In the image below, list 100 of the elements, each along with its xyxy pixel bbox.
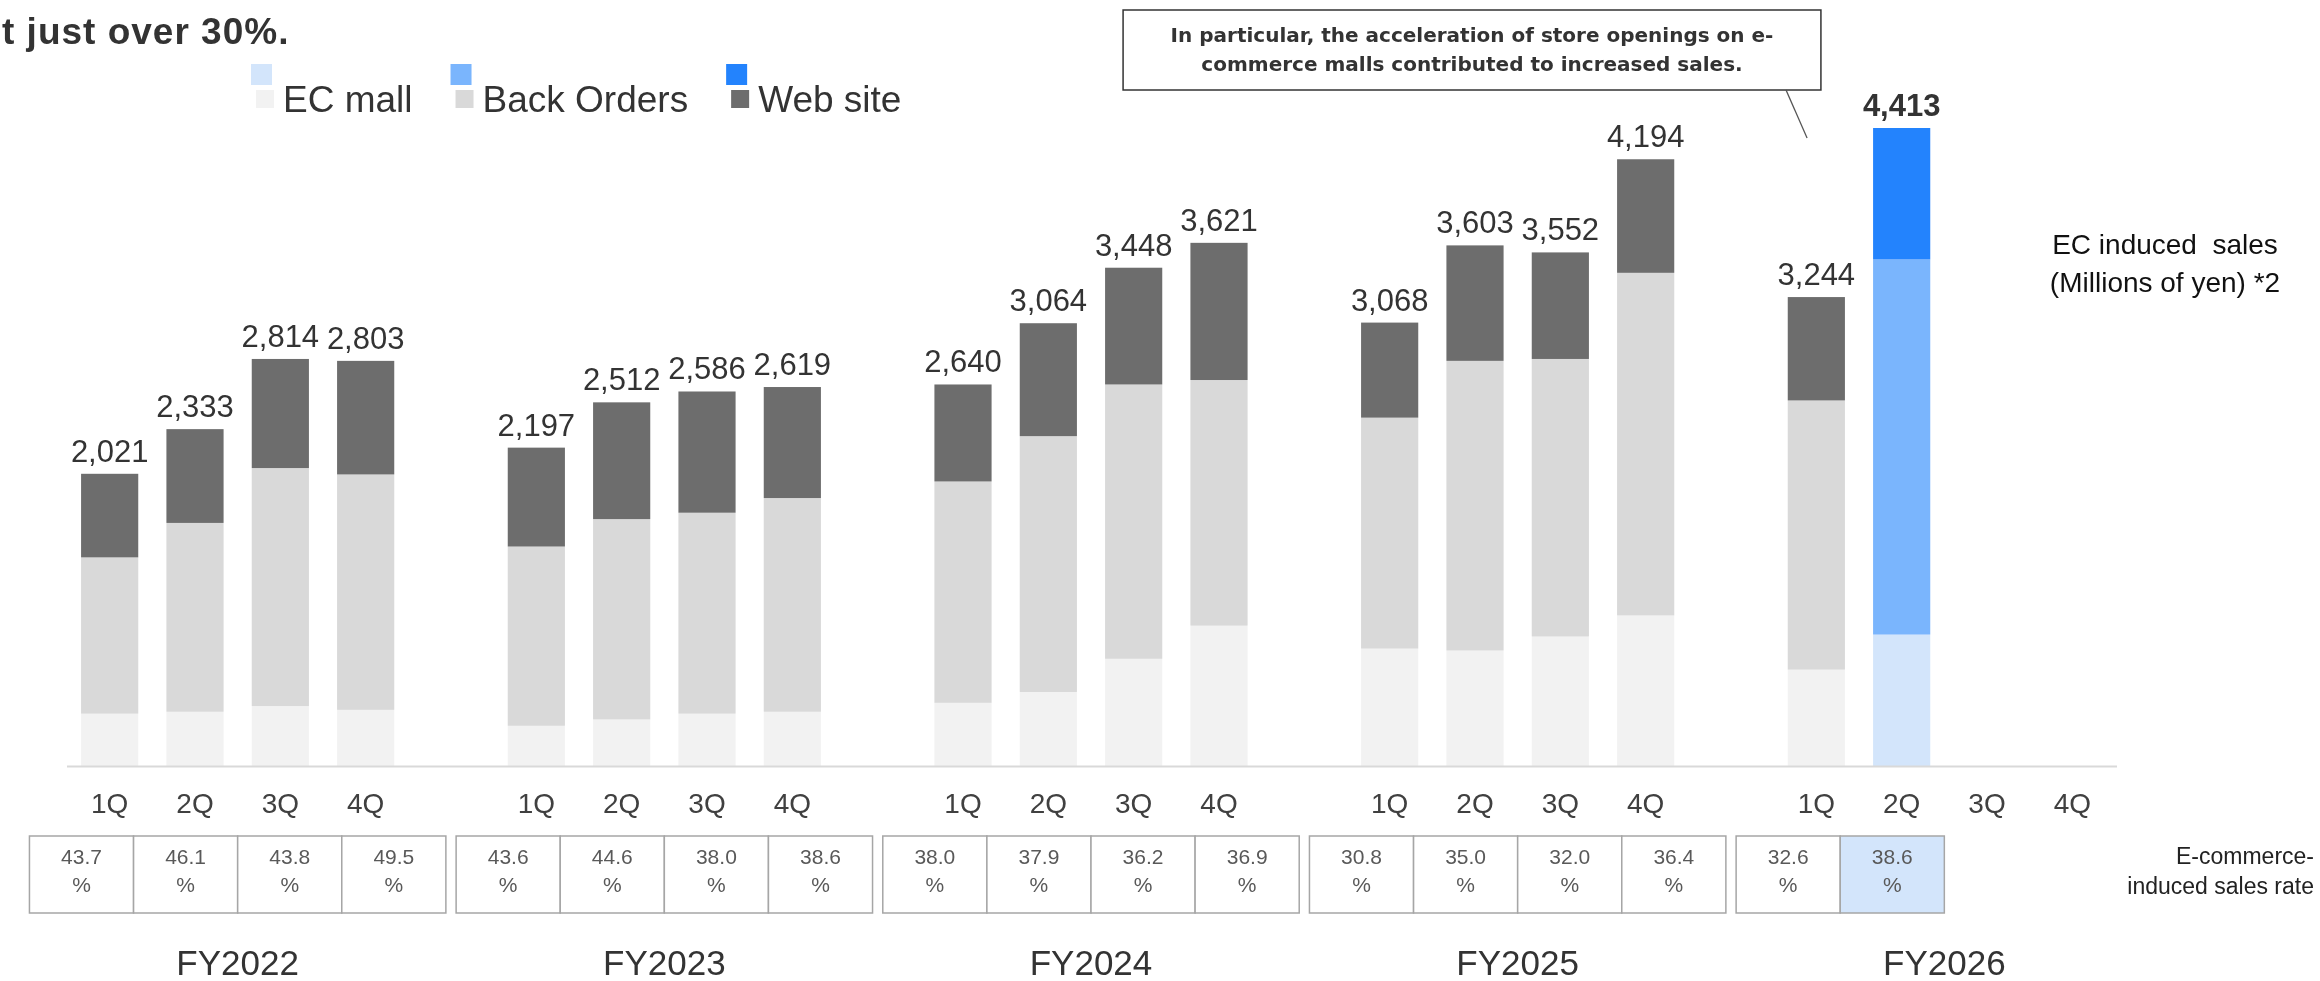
bar: [166, 522, 224, 712]
chart-title: t just over 30%.: [2, 11, 290, 52]
bar: [81, 713, 139, 766]
bar: [1873, 259, 1931, 635]
bar: [1190, 380, 1248, 626]
x-tick-label: 4Q: [346, 788, 385, 819]
annotation: 3,244: [1777, 257, 1856, 293]
x-tick-label: 3Q: [261, 788, 300, 819]
bar: [166, 429, 224, 523]
text: FY2022: [176, 943, 299, 981]
bar: [1361, 648, 1419, 766]
bar: [934, 384, 992, 482]
bar: [507, 725, 565, 766]
data-label: 37.9 %: [1018, 845, 1060, 896]
x-tick-label: 4Q: [773, 788, 812, 819]
bar: [1617, 272, 1675, 616]
annotation: 2,197: [497, 407, 576, 443]
bar: [1873, 634, 1931, 766]
bar: [1787, 400, 1845, 670]
bar: [81, 473, 139, 558]
annotation: 3,621: [1180, 202, 1258, 238]
x-tick-label: 1Q: [1370, 788, 1409, 819]
text: FY2025: [1456, 943, 1579, 981]
bar: [1873, 128, 1931, 260]
legend-label: EC mall: [283, 79, 413, 120]
data-label: 36.4 %: [1653, 845, 1695, 896]
x-tick-label: 1Q: [944, 788, 982, 819]
bar: [1019, 323, 1077, 437]
data-label: 43.7 %: [61, 845, 102, 896]
bar: [1190, 242, 1248, 381]
bar: [1787, 669, 1845, 766]
bar: [1361, 417, 1419, 649]
text: E-commerce- induced sales rate: [2127, 843, 2314, 899]
data-label: 32.0 %: [1549, 845, 1591, 896]
bar: [678, 512, 736, 714]
bar: [337, 709, 395, 766]
text: 4,413: [1862, 88, 1941, 123]
bar: [1105, 384, 1163, 659]
x-tick-label: 4Q: [2053, 788, 2092, 819]
data-label: 43.6 %: [487, 845, 529, 896]
x-tick-label: 1Q: [1797, 788, 1836, 819]
bar: [1190, 625, 1248, 766]
bar: [1531, 252, 1589, 359]
text: FY2024: [1029, 943, 1153, 981]
x-tick-label: 2Q: [602, 788, 641, 819]
data-label: 36.2 %: [1122, 845, 1164, 896]
bar: [1617, 615, 1675, 766]
bar: [763, 711, 821, 766]
bar: [1617, 159, 1675, 273]
bar: [763, 498, 821, 712]
text: FY2023: [603, 943, 726, 981]
data-label: 38.6 %: [1871, 845, 1913, 896]
bar: [1531, 636, 1589, 766]
bar: [934, 481, 992, 703]
bar: [1361, 322, 1419, 418]
bar: [251, 706, 309, 766]
annotation: 2,333: [156, 389, 234, 425]
x-tick-label: 3Q: [1541, 788, 1580, 819]
bar: [593, 719, 651, 766]
annotation: 3,068: [1350, 282, 1429, 318]
data-label: 49.5 %: [373, 845, 415, 896]
bar: [251, 468, 309, 707]
bar: [593, 519, 651, 720]
data-label: 43.8 %: [269, 845, 311, 896]
x-tick-label: 3Q: [688, 788, 726, 819]
data-label: 35.0 %: [1445, 845, 1487, 896]
data-label: 38.0 %: [695, 845, 737, 896]
bar: [337, 474, 395, 710]
data-label: 44.6 %: [591, 845, 633, 896]
bar: [1105, 267, 1163, 385]
bar: [593, 402, 651, 520]
annotation: 2,512: [582, 362, 661, 398]
bar: [1019, 691, 1077, 766]
x-tick-label: 3Q: [1968, 788, 2006, 819]
x-tick-label: 2Q: [176, 788, 214, 819]
bar: [934, 702, 992, 766]
data-label: 32.6 %: [1767, 845, 1809, 896]
x-tick-label: 2Q: [1882, 788, 1921, 819]
bar: [251, 358, 309, 469]
x-tick-label: 1Q: [517, 788, 556, 819]
annotation: 2,619: [753, 347, 832, 383]
data-label: 38.6 %: [800, 845, 841, 896]
text: In particular, the acceleration of store openings on e- commerce malls contributed to increased sales.: [1170, 23, 1774, 76]
bar: [81, 557, 139, 714]
x-tick-label: 3Q: [1114, 788, 1153, 819]
bar: [763, 387, 821, 499]
x-tick-label: 1Q: [90, 788, 129, 819]
bar: [166, 711, 224, 766]
bar: [1019, 436, 1077, 692]
legend-label: Back Orders: [482, 79, 689, 120]
annotation: 2,640: [924, 344, 1002, 380]
data-label: 36.9 %: [1226, 845, 1268, 896]
annotation: 3,064: [1009, 283, 1088, 319]
x-tick-label: 4Q: [1626, 788, 1665, 819]
data-label: 30.8 %: [1341, 845, 1382, 896]
legend-label: Web site: [758, 79, 902, 120]
annotation: 3,448: [1094, 227, 1173, 263]
bar: [1105, 658, 1163, 766]
annotation: 3,603: [1436, 205, 1514, 241]
bar: [1446, 245, 1504, 361]
